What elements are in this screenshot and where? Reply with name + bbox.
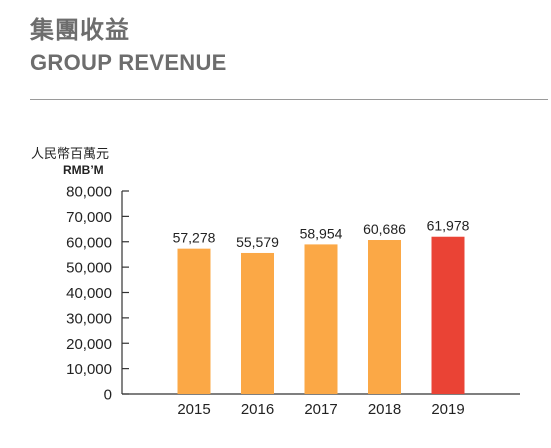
y-tick-label: 40,000	[66, 285, 112, 302]
value-label-2015: 57,278	[173, 230, 216, 246]
x-tick-label-2019: 2019	[431, 401, 464, 418]
page-title-english: GROUP REVENUE	[30, 50, 227, 75]
y-tick-label: 70,000	[66, 209, 112, 226]
title-divider	[30, 99, 548, 100]
value-labels: 57,278 55,579 58,954 60,686 61,978	[173, 218, 470, 250]
bar-2015	[177, 248, 211, 394]
y-tick-label: 80,000	[66, 184, 112, 201]
bar-2017	[304, 244, 338, 394]
bar-2016	[241, 252, 274, 394]
value-label-2018: 60,686	[363, 221, 406, 237]
y-tick-label: 50,000	[66, 260, 112, 277]
bars	[177, 236, 465, 394]
y-tick-label: 30,000	[66, 310, 112, 327]
x-tick-label-2017: 2017	[304, 401, 337, 418]
x-tick-label-2015: 2015	[177, 401, 210, 418]
y-axis-unit-english: RMB’M	[63, 163, 104, 177]
y-tick-label: 0	[104, 387, 112, 404]
y-tick-label: 60,000	[66, 234, 112, 251]
y-ticks: 0 10,000 20,000 30,000 40,000 50,000 60,000 70,…	[66, 184, 129, 404]
page-title-chinese: 集團收益	[30, 16, 130, 44]
value-label-2019: 61,978	[427, 218, 470, 234]
bar-2019	[431, 236, 465, 394]
y-tick-label: 10,000	[66, 361, 112, 378]
y-axis-unit-chinese: 人民幣百萬元	[31, 147, 110, 162]
y-tick-label: 20,000	[66, 336, 112, 353]
x-tick-label-2016: 2016	[241, 401, 274, 418]
x-tick-labels: 2015 2016 2017 2018 2019	[177, 401, 464, 418]
x-tick-label-2018: 2018	[368, 401, 401, 418]
value-label-2016: 55,579	[236, 234, 279, 250]
bar-2018	[368, 240, 401, 394]
value-label-2017: 58,954	[300, 225, 343, 241]
